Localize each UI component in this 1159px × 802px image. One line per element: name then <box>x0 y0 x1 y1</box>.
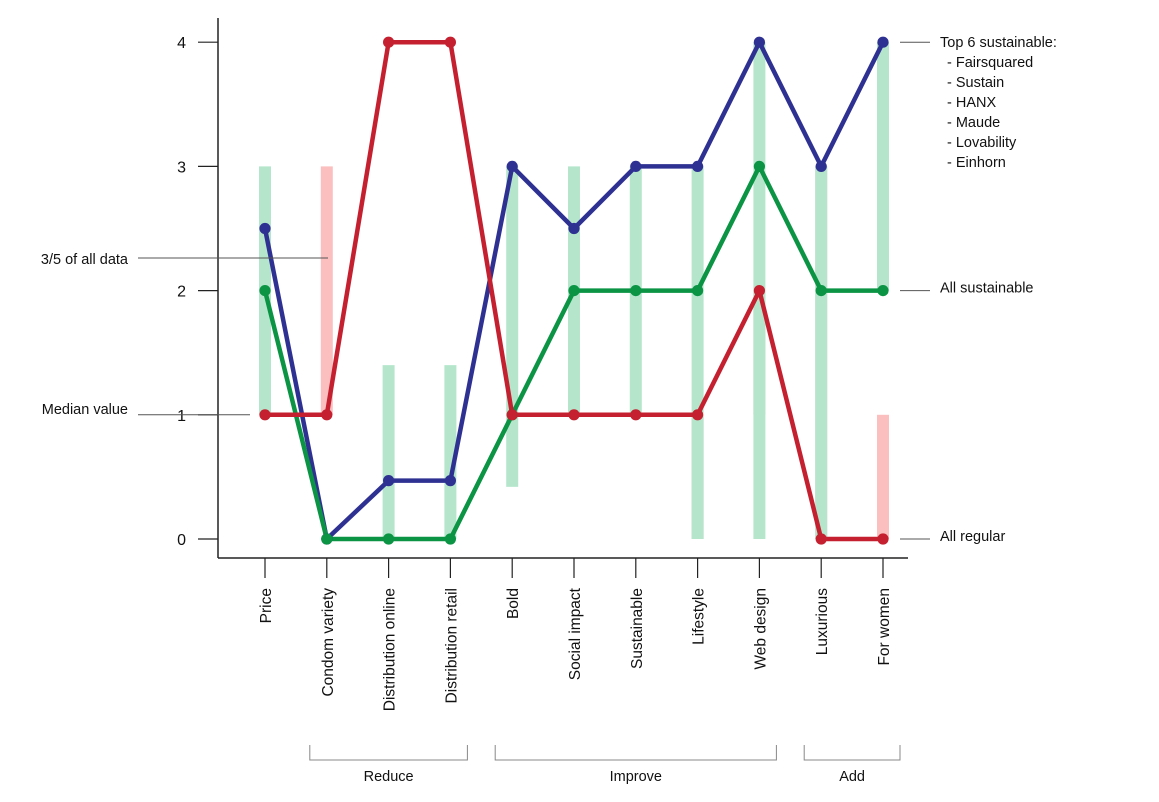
x-tick-label: For women <box>876 588 893 666</box>
series-0-point-5 <box>568 222 580 235</box>
x-tick-label: Distribution online <box>382 588 399 711</box>
series-2-point-10 <box>877 533 889 545</box>
all-regular-label: All regular <box>940 529 1005 545</box>
series-0-point-9 <box>815 160 827 172</box>
series-1-point-0 <box>259 285 271 297</box>
series-0-point-8 <box>753 36 766 48</box>
top6-member-2: - HANX <box>947 95 996 111</box>
group-bracket-0 <box>309 745 468 761</box>
series-2-point-7 <box>692 409 704 421</box>
top6-member-3: - Maude <box>947 115 1000 131</box>
series-2-point-0 <box>259 409 271 421</box>
series-2-point-1 <box>321 409 333 421</box>
series-2-point-4 <box>506 409 518 421</box>
series-points <box>259 36 889 545</box>
top6-label: Top 6 sustainable: <box>940 35 1057 51</box>
sustainable-range-bar-2 <box>382 365 395 539</box>
series-1-point-9 <box>815 285 827 297</box>
sustainable-range-bar-7 <box>691 166 704 539</box>
x-tick-label: Sustainable <box>629 588 646 669</box>
series-0-point-7 <box>692 160 704 172</box>
group-label-2: Add <box>839 769 865 785</box>
x-tick-label: Price <box>258 588 275 623</box>
axes: 0 1 2 3 4 Price Condom variety Distribution onl… <box>177 18 908 711</box>
sustainable-range-bar-3 <box>444 365 457 539</box>
x-tick-label: Luxurious <box>814 588 831 655</box>
series-0-point-6 <box>630 160 642 172</box>
group-label-1: Improve <box>610 769 662 785</box>
series-2-point-6 <box>630 409 642 421</box>
y-tick-label: 3 <box>177 159 186 176</box>
series-2-point-9 <box>815 533 827 545</box>
series-1-point-3 <box>444 533 456 545</box>
y-tick-label: 2 <box>177 284 186 301</box>
top6-member-0: - Fairsquared <box>947 55 1033 71</box>
series-1-point-8 <box>753 160 766 172</box>
series-1-point-1 <box>321 533 333 545</box>
top6-member-4: - Lovability <box>947 135 1017 151</box>
range-bars <box>259 42 889 539</box>
series-1-point-6 <box>630 285 642 297</box>
top6-member-5: - Einhorn <box>947 155 1006 171</box>
x-tick-label: Lifestyle <box>691 588 708 645</box>
regular-range-bar-1 <box>320 166 333 415</box>
series-2-point-2 <box>383 36 395 48</box>
sustainable-range-bar-4 <box>506 166 519 487</box>
y-tick-label: 1 <box>177 408 186 425</box>
x-tick-label: Bold <box>505 588 522 619</box>
series-0-point-4 <box>506 160 518 172</box>
x-tick-label: Condom variety <box>320 588 337 697</box>
all-sustainable-label: All sustainable <box>940 281 1034 297</box>
y-tick-label: 4 <box>177 35 186 52</box>
labels: Top 6 sustainable: - Fairsquared - Sustain… <box>41 35 1057 785</box>
sustainable-range-bar-10 <box>877 42 889 291</box>
series-2-point-3 <box>444 36 456 48</box>
x-tick-label: Distribution retail <box>443 588 460 703</box>
series-0-point-10 <box>877 36 889 48</box>
series-0-point-2 <box>383 475 395 487</box>
three-fifths-label: 3/5 of all data <box>41 252 129 268</box>
regular-range-bar-10 <box>877 414 889 539</box>
series-1-point-5 <box>568 285 580 297</box>
series-0-point-0 <box>259 222 271 235</box>
sustainable-range-bar-9 <box>815 166 828 539</box>
series-0-point-3 <box>444 475 456 487</box>
x-tick-label: Web design <box>752 588 769 670</box>
y-tick-label: 0 <box>177 532 186 549</box>
series-1-point-10 <box>877 285 889 297</box>
series-1-point-7 <box>692 285 704 297</box>
group-bracket-2 <box>803 745 901 761</box>
series-1-point-2 <box>383 533 395 545</box>
top6-member-1: - Sustain <box>947 75 1004 91</box>
group-label-0: Reduce <box>364 769 414 785</box>
x-tick-label: Social impact <box>567 587 584 680</box>
series-2-point-8 <box>753 285 766 297</box>
median-label: Median value <box>42 402 128 418</box>
series-2-point-5 <box>568 409 580 421</box>
group-bracket-1 <box>494 745 777 761</box>
